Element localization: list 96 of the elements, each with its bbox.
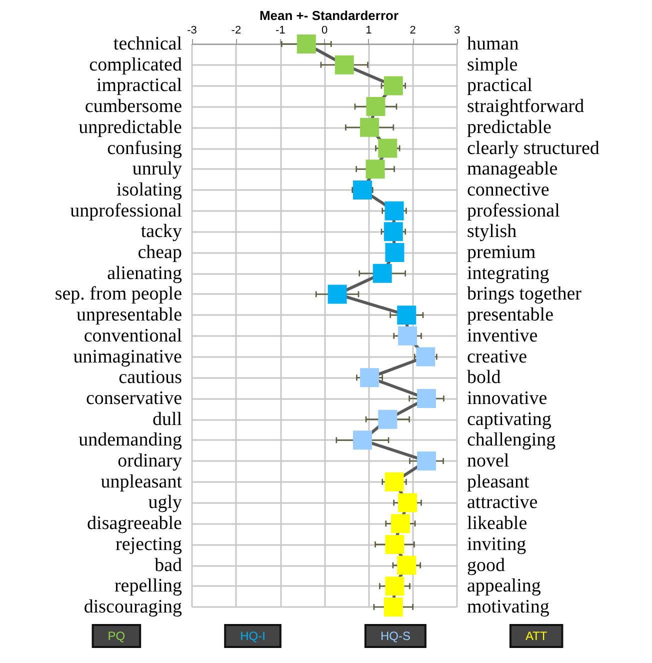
y2-tick-label: pleasant [467,471,530,492]
y-tick-label: complicated [89,54,182,76]
text: HQ-S [380,629,410,643]
x-tick-label: -1 [275,24,286,36]
x-tick-label: 3 [454,24,460,36]
y-tick-label: confusing [107,138,182,159]
y-tick-label: disagreeable [87,513,182,534]
point [384,472,404,492]
y-tick-label: cautious [118,367,182,388]
y2-tick-label: presentable [467,304,554,326]
y2-tick-label: professional [467,200,560,222]
point [390,514,410,534]
point [384,598,403,616]
point [416,347,436,366]
y-tick-label: unpresentable [76,304,182,326]
y2-tick-label: challenging [467,430,556,451]
point [397,556,416,575]
point [372,264,392,283]
point [384,222,403,242]
y-tick-label: alienating [107,262,182,284]
y2-tick-label: human [467,34,520,54]
y2-tick-label: predictable [467,116,552,138]
y-tick-label: cumbersome [84,96,182,118]
point [360,118,380,137]
text: ATT [525,629,548,643]
y-tick-label: tacky [140,221,182,242]
y2-tick-label: good [467,554,506,576]
y-tick-label: conservative [86,388,182,409]
point [366,97,386,116]
y2-tick-label: captivating [467,408,552,430]
point [378,138,398,158]
y2-tick-label: premium [467,242,536,264]
x-tick-label: 2 [410,24,416,36]
y-tick-label: dull [152,408,182,430]
y2-tick-label: straightforward [467,96,585,118]
point [366,160,385,179]
y-tick-label: undemanding [78,430,182,451]
point [398,493,418,512]
y2-tick-label: inventive [467,325,538,346]
y-tick-label: bad [154,554,182,576]
point [328,284,347,304]
point [384,76,403,96]
y-tick-label: ugly [148,492,182,514]
y2-tick-label: attractive [467,492,538,514]
y2-tick-label: bold [467,367,502,388]
y2-tick-label: brings together [467,284,582,305]
y2-tick-label: connective [467,179,550,200]
y2-tick-label: clearly structured [467,138,600,159]
y-tick-label: isolating [116,179,182,200]
y-tick-label: unruly [132,158,182,180]
text: HQ-I [240,629,266,643]
point [352,430,372,450]
point [378,410,398,429]
point [352,180,372,200]
point [385,534,404,554]
y-tick-label: cheap [138,242,182,264]
y-tick-label: repelling [114,576,182,597]
y2-tick-label: manageable [467,158,558,180]
y2-tick-label: inviting [467,534,527,555]
y-tick-label: sep. from people [54,284,182,305]
text: PQ [108,629,126,643]
y2-tick-label: practical [467,75,532,96]
y-tick-label: unprofessional [70,200,182,222]
point [385,576,404,596]
point [384,201,404,220]
x-tick-label: -3 [187,24,197,36]
y2-tick-label: likeable [467,513,528,534]
x-tick-label: -2 [231,24,242,36]
y-tick-label: conventional [84,325,182,346]
point [385,243,404,262]
y-tick-label: impractical [96,75,182,96]
point [334,55,354,74]
y2-tick-label: simple [467,54,518,76]
y2-tick-label: creative [467,346,528,368]
point [417,388,436,408]
point [397,306,416,325]
y-tick-label: rejecting [116,534,182,555]
y-tick-label: ordinary [118,450,182,472]
y2-tick-label: stylish [467,221,518,242]
y-tick-label: discouraging [84,596,182,618]
point [296,34,316,54]
y2-tick-label: motivating [467,596,550,618]
y-tick-label: unpredictable [78,116,182,138]
point [398,326,418,346]
chart-title: Mean +- Standarderror [259,8,399,23]
x-tick-label: 0 [321,24,328,36]
y-tick-label: technical [113,34,182,54]
y2-tick-label: innovative [467,388,548,409]
y-tick-label: unpleasant [100,471,183,492]
y-tick-label: unimaginative [73,346,182,368]
y2-tick-label: appealing [467,576,542,597]
y2-tick-label: integrating [467,262,550,284]
x-tick-label: 1 [366,24,372,36]
point [360,368,380,388]
point [417,452,436,471]
y2-tick-label: novel [467,450,510,472]
